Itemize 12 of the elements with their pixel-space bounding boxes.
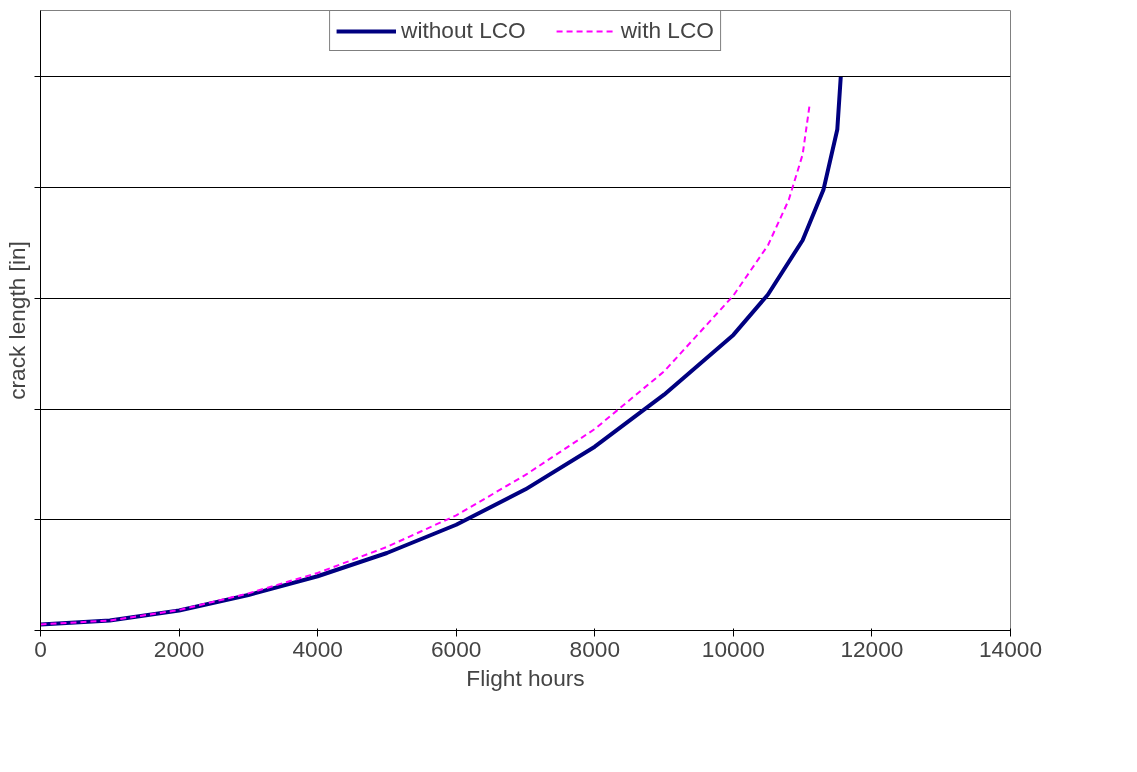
x-tick-label: 14000	[979, 635, 1043, 662]
x-tick-label: 0	[34, 635, 47, 662]
x-axis-title: Flight hours	[466, 664, 585, 691]
x-tick-label: 8000	[569, 635, 620, 662]
y-axis-title: crack length [in]	[3, 241, 30, 400]
legend-label: with LCO	[620, 17, 714, 44]
legend-label: without LCO	[401, 17, 526, 44]
x-tick-label: 12000	[840, 635, 904, 662]
x-tick-label: 10000	[701, 635, 765, 662]
x-tick-label: 6000	[431, 635, 482, 662]
x-tick-label: 2000	[153, 635, 205, 662]
x-tick-label: 4000	[292, 635, 343, 662]
